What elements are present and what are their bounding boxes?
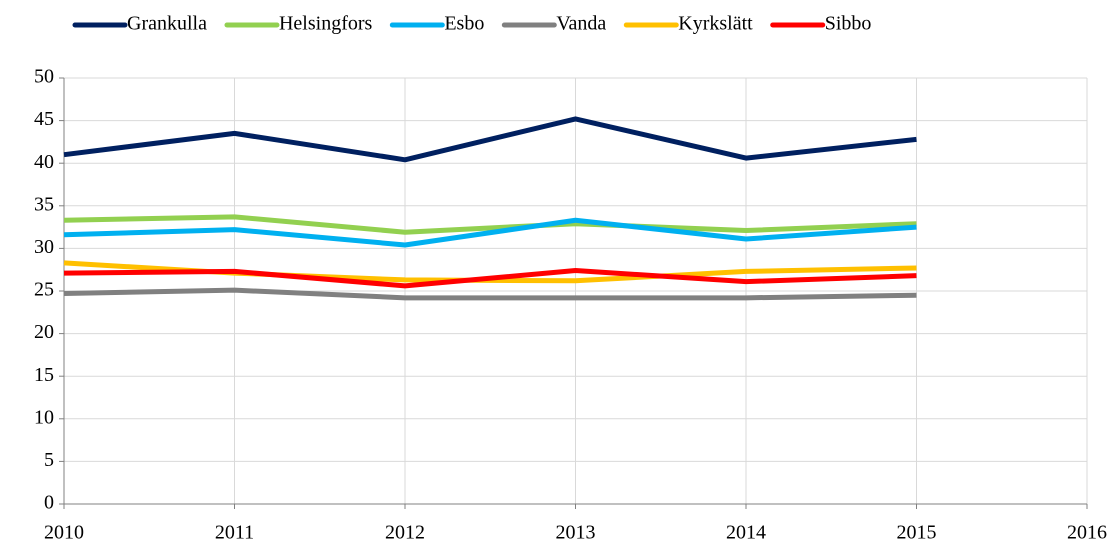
legend-label: Grankulla [127,13,207,35]
x-tick-label: 2016 [1067,522,1107,544]
grid: 0 5 10 15 20 25 30 35 40 45 50 2010 2011 2012 2013 2014… [34,66,1107,544]
x-tick-label: 2012 [385,522,425,544]
series-line [63,217,917,248]
y-tick-label: 50 [34,66,54,88]
y-tick-label: 0 [44,492,54,514]
legend-label: Helsingfors [279,13,373,35]
y-tick-label: 20 [34,321,54,343]
legend-label: Sibbo [825,13,872,35]
x-tick-label: 2010 [44,522,84,544]
series-line [63,214,917,235]
y-tick-label: 35 [34,193,54,215]
legend-label: Vanda [556,13,606,35]
x-tick-label: 2014 [726,522,766,544]
x-tick-label: 2015 [897,522,937,544]
legend-label: Kyrkslätt [678,13,753,35]
y-tick-label: 30 [34,236,54,258]
y-tick-label: 5 [44,449,54,471]
x-tick-label: 2013 [556,522,596,544]
y-tick-label: 10 [34,406,54,428]
legend: Grankulla Helsingfors Esbo Vanda Kyrkslätt Si… [72,13,872,35]
y-tick-label: 15 [34,364,54,386]
plot [63,116,917,301]
y-tick-label: 45 [34,108,54,130]
y-tick-label: 25 [34,279,54,301]
legend-label: Esbo [444,13,484,35]
y-tick-label: 40 [34,151,54,173]
series-line [63,287,917,301]
x-tick-label: 2011 [215,522,254,544]
series-line [63,268,917,289]
series-line [63,116,917,163]
